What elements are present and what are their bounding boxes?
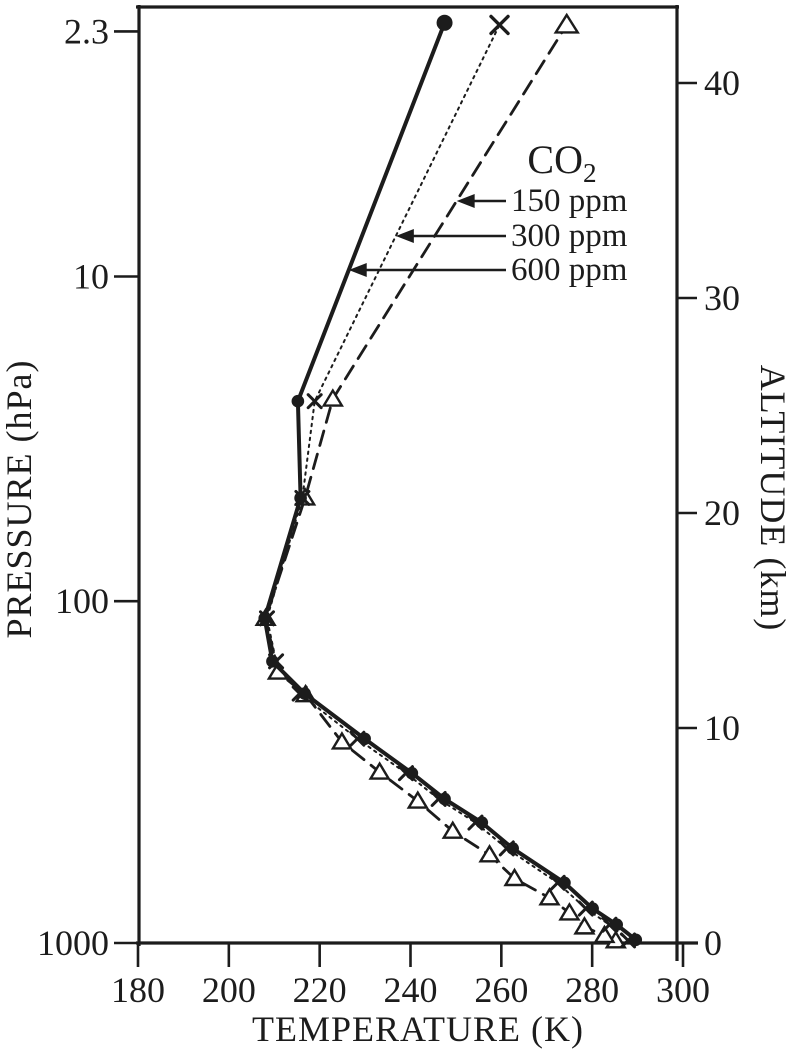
triangle-marker bbox=[573, 916, 596, 935]
x-tick-label: 280 bbox=[565, 970, 619, 1010]
x-tick-label: 260 bbox=[474, 970, 528, 1010]
legend-entry-300ppm: 300 ppm bbox=[511, 218, 628, 254]
legend-title-main: CO bbox=[527, 137, 583, 182]
altitude-tick-label: 10 bbox=[704, 708, 740, 748]
legend-arrowhead bbox=[395, 229, 414, 243]
legend-arrowhead bbox=[348, 263, 367, 277]
legend-arrows bbox=[348, 194, 506, 277]
triangle-marker bbox=[441, 820, 464, 839]
x-marker bbox=[489, 14, 510, 36]
triangle-marker bbox=[503, 867, 526, 887]
y-axis-label-pressure: PRESSURE (hPa) bbox=[0, 359, 39, 639]
triangle-marker bbox=[330, 731, 354, 750]
triangle-marker bbox=[538, 887, 561, 906]
pressure-tick-label: 2.3 bbox=[64, 11, 109, 51]
triangle-marker bbox=[593, 924, 616, 944]
circle-marker bbox=[294, 491, 307, 505]
right-axis-ticks: 0 10 20 30 40 bbox=[677, 63, 740, 963]
pressure-tick-label: 1000 bbox=[37, 923, 109, 963]
legend-entry-600ppm: 600 ppm bbox=[511, 252, 628, 288]
circle-marker bbox=[405, 766, 419, 780]
circle-marker bbox=[291, 394, 305, 408]
circle-marker bbox=[475, 816, 489, 829]
triangle-marker bbox=[558, 902, 581, 921]
legend-title-co2: CO2 bbox=[462, 136, 662, 189]
circle-marker bbox=[629, 933, 643, 947]
circle-marker bbox=[610, 918, 623, 932]
circle-marker bbox=[586, 902, 599, 915]
legend-entry-150ppm: 150 ppm bbox=[511, 183, 628, 219]
circle-marker bbox=[506, 842, 519, 855]
x-axis-label-temperature: TEMPERATURE (K) bbox=[252, 1009, 584, 1049]
x-tick-label: 300 bbox=[656, 970, 710, 1010]
altitude-tick-label: 40 bbox=[704, 63, 740, 103]
legend-title-subscript: 2 bbox=[582, 158, 597, 188]
pressure-tick-label: 100 bbox=[55, 581, 109, 621]
circle-marker bbox=[436, 14, 453, 31]
series-line bbox=[266, 23, 629, 942]
triangle-marker bbox=[553, 12, 580, 34]
circle-marker bbox=[358, 732, 371, 746]
x-tick-label: 200 bbox=[202, 970, 256, 1010]
legend-arrowhead bbox=[456, 194, 475, 208]
circle-marker bbox=[558, 876, 571, 890]
triangle-marker bbox=[478, 844, 501, 863]
altitude-tick-label: 0 bbox=[704, 923, 722, 963]
circle-marker bbox=[258, 612, 272, 625]
circle-marker bbox=[438, 792, 451, 806]
left-axis-ticks: 2.3 10 100 1000 bbox=[37, 11, 139, 963]
x-tick-label: 220 bbox=[293, 970, 347, 1010]
triangle-marker bbox=[321, 388, 344, 407]
x-tick-label: 240 bbox=[384, 970, 438, 1010]
x-marker bbox=[306, 393, 323, 410]
triangle-marker bbox=[368, 761, 391, 780]
circle-marker bbox=[266, 655, 279, 668]
y-axis-label-altitude: ALTITUDE (km) bbox=[753, 364, 793, 632]
pressure-tick-label: 10 bbox=[73, 257, 109, 297]
series-600-ppm bbox=[258, 14, 643, 947]
altitude-tick-label: 30 bbox=[704, 278, 740, 318]
circle-marker bbox=[298, 687, 311, 700]
triangle-marker bbox=[406, 790, 429, 809]
x-axis-ticks: 180 200 220 240 260 280 300 bbox=[111, 943, 710, 1010]
x-tick-label: 180 bbox=[111, 970, 165, 1010]
altitude-tick-label: 20 bbox=[704, 493, 740, 533]
